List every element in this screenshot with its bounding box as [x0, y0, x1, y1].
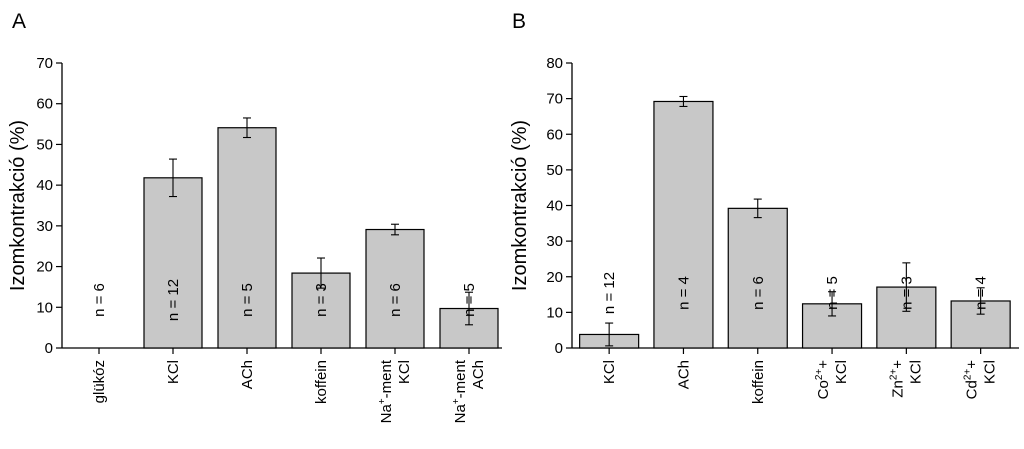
y-tick-label-b-2: 20	[546, 269, 563, 286]
error-bar-a-4	[391, 223, 399, 236]
category-label-b-3: Co2++ KCl	[814, 360, 850, 400]
panel-label-b: B	[512, 10, 526, 33]
y-tick-label-b-6: 60	[546, 126, 563, 143]
y-tick-label-a-2: 20	[36, 259, 53, 276]
n-label-a-5: n = 5	[461, 283, 478, 317]
svg-text:KCl: KCl	[396, 360, 413, 384]
n-label-a-3: n = 3	[313, 283, 330, 317]
category-label-a-5: Na+-ment ACh	[451, 359, 487, 423]
svg-text:Co2++: Co2++	[814, 360, 832, 400]
bar-a-1	[143, 177, 203, 349]
bar-b-2	[727, 207, 788, 349]
svg-text:Na+-ment: Na+-ment	[451, 359, 469, 423]
svg-text:ACh: ACh	[675, 360, 692, 389]
error-bar-b-4	[902, 262, 911, 312]
svg-text:KCl: KCl	[165, 360, 182, 384]
y-tick-label-a-3: 30	[36, 218, 53, 235]
n-label-b-5: n = 4	[973, 276, 990, 310]
chart-panel-b: B Izomkontrakció (%) 0 10 20 30 40 50 60 70 80 n =…	[509, 10, 1019, 404]
error-bar-a-5	[465, 291, 473, 326]
category-label-b-0: KCl	[601, 360, 618, 384]
error-bar-a-3	[317, 257, 325, 289]
bar-b-1	[653, 100, 714, 349]
y-tick-label-b-8: 80	[546, 55, 563, 72]
category-label-a-4: Na+-ment KCl	[377, 359, 413, 423]
svg-text:koffein: koffein	[750, 360, 767, 404]
n-label-b-0: n = 12	[601, 272, 618, 314]
svg-text:Cd2++: Cd2++	[963, 360, 981, 400]
y-axis-label-a: Izomkontrakció (%)	[7, 120, 29, 291]
y-axis-label-b: Izomkontrakció (%)	[509, 120, 531, 291]
error-bar-b-2	[753, 198, 762, 219]
n-label-b-2: n = 6	[750, 276, 767, 310]
y-tick-label-a-0: 0	[45, 340, 53, 357]
error-bar-a-1	[169, 158, 177, 198]
category-label-a-2: ACh	[239, 360, 256, 389]
category-label-b-4: Zn2++ KCl	[888, 360, 924, 398]
error-bar-a-2	[243, 117, 251, 139]
n-label-b-1: n = 4	[675, 276, 692, 310]
y-tick-label-b-5: 50	[546, 162, 563, 179]
y-tick-label-a-6: 60	[36, 96, 53, 113]
svg-text:ACh: ACh	[239, 360, 256, 389]
y-tick-label-b-3: 30	[546, 233, 563, 250]
y-tick-label-b-7: 70	[546, 91, 563, 108]
error-bar-b-5	[976, 287, 985, 315]
bar-a-2	[217, 127, 277, 349]
svg-text:koffein: koffein	[313, 360, 330, 404]
category-label-a-1: KCl	[165, 360, 182, 384]
svg-text:KCl: KCl	[833, 360, 850, 384]
y-tick-label-a-5: 50	[36, 136, 53, 153]
y-tick-label-a-7: 70	[36, 55, 53, 72]
y-tick-label-b-4: 40	[546, 198, 563, 215]
n-label-a-4: n = 6	[387, 283, 404, 317]
svg-text:Na+-ment: Na+-ment	[377, 359, 395, 423]
svg-text:ACh: ACh	[470, 360, 487, 389]
n-label-a-1: n = 12	[165, 279, 182, 321]
chart-panel-a: A Izomkontrakció (%) 0 10 20 30 40 50 60 70 n = 6…	[7, 10, 502, 423]
category-label-a-0: glükóz	[91, 360, 108, 403]
error-bar-b-3	[828, 291, 837, 317]
category-label-b-2: koffein	[750, 360, 767, 404]
category-label-a-3: koffein	[313, 360, 330, 404]
error-bar-b-1	[679, 95, 688, 108]
category-label-b-1: ACh	[675, 360, 692, 389]
svg-text:KCl: KCl	[982, 360, 999, 384]
n-label-b-3: n = 5	[824, 276, 841, 310]
n-label-a-0: n = 6	[91, 283, 108, 317]
error-bar-b-0	[605, 322, 614, 347]
n-label-b-4: n = 3	[898, 276, 915, 310]
svg-text:KCl: KCl	[907, 360, 924, 384]
n-label-a-2: n = 5	[239, 283, 256, 317]
y-tick-label-b-1: 10	[546, 304, 563, 321]
y-tick-label-a-4: 40	[36, 177, 53, 194]
y-tick-label-a-1: 10	[36, 299, 53, 316]
svg-text:glükóz: glükóz	[91, 360, 108, 403]
category-label-b-5: Cd2++ KCl	[963, 360, 999, 400]
y-tick-label-b-0: 0	[555, 340, 563, 357]
svg-text:KCl: KCl	[601, 360, 618, 384]
svg-text:Zn2++: Zn2++	[888, 360, 906, 398]
panel-label-a: A	[12, 10, 26, 33]
